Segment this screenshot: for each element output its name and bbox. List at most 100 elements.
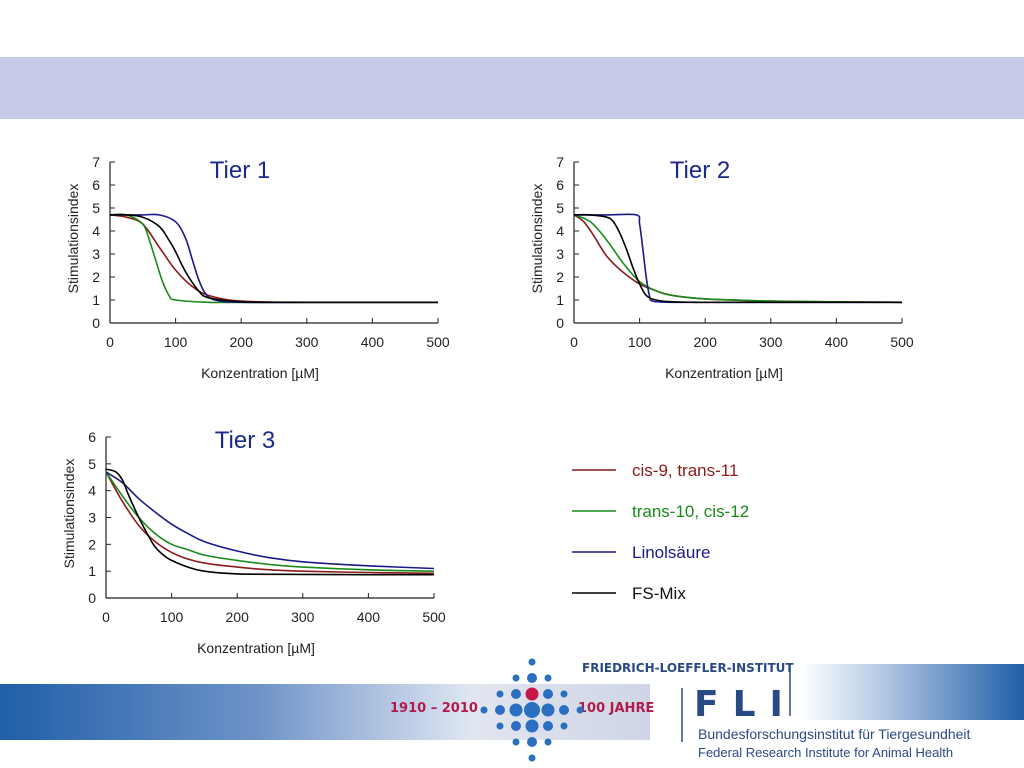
y-tick-label: 3 — [88, 510, 96, 526]
logo-dot — [524, 702, 540, 718]
chart-title: Tier 1 — [210, 157, 270, 184]
y-tick-label: 6 — [88, 429, 96, 445]
series-line-fs-mix — [105, 468, 434, 576]
y-tick-label: 5 — [556, 200, 564, 216]
logo-dot — [496, 722, 504, 730]
fli-acronym: FLI — [694, 684, 797, 725]
y-tick-label: 6 — [92, 177, 100, 193]
logo-dot — [544, 674, 552, 682]
logo-dot — [495, 705, 505, 715]
y-tick-label: 5 — [88, 456, 96, 472]
x-tick-label: 400 — [361, 334, 385, 350]
x-tick-label: 400 — [825, 334, 849, 350]
logo-dot — [528, 658, 536, 666]
y-tick-label: 3 — [556, 246, 564, 262]
footer-band-left — [0, 684, 470, 740]
y-tick-label: 0 — [92, 315, 100, 331]
y-tick-label: 2 — [92, 269, 100, 285]
anniversary-dot-logo — [480, 658, 584, 762]
y-tick-label: 4 — [88, 483, 96, 499]
legend: cis-9, trans-11 trans-10, cis-12 Linolsäur… — [572, 461, 749, 603]
y-axis-label: Stimulationsindex — [61, 459, 77, 569]
series-line-trans-10-cis-12 — [105, 471, 435, 572]
legend-item-label: Linolsäure — [632, 543, 710, 562]
series-line-linols-ure — [105, 471, 435, 570]
x-tick-label: 500 — [426, 334, 450, 350]
logo-dot — [527, 673, 537, 683]
y-tick-label: 2 — [88, 536, 96, 552]
series-line-linols-ure — [110, 213, 438, 304]
logo-dot — [525, 687, 539, 701]
x-axis-label: Konzentration [µM] — [665, 365, 783, 381]
chart-title: Tier 3 — [215, 427, 275, 454]
x-tick-label: 200 — [226, 609, 250, 625]
logo-dot — [560, 690, 568, 698]
x-tick-label: 300 — [759, 334, 783, 350]
chart-tier-2: 0 1 2 3 4 5 6 7 0 100 200 300 400 500 Konzentration [µ… — [529, 154, 914, 381]
legend-item-label: cis-9, trans-11 — [632, 461, 738, 480]
x-axis-label: Konzentration [µM] — [197, 640, 315, 656]
logo-dot — [543, 721, 553, 731]
y-tick-label: 7 — [92, 154, 100, 170]
institute-name: FRIEDRICH-LOEFFLER-INSTITUT — [582, 661, 794, 675]
series-line-trans-10-cis-12 — [573, 214, 903, 304]
y-tick-label: 1 — [92, 292, 100, 308]
x-tick-label: 500 — [422, 609, 446, 625]
institute-name-german: Bundesforschungsinstitut für Tiergesundh… — [698, 726, 970, 742]
y-tick-label: 2 — [556, 269, 564, 285]
x-tick-label: 400 — [357, 609, 381, 625]
logo-dot — [511, 689, 521, 699]
y-tick-label: 1 — [88, 563, 96, 579]
chart-title: Tier 2 — [670, 157, 730, 184]
y-axis-label: Stimulationsindex — [529, 184, 545, 294]
x-tick-label: 0 — [106, 334, 114, 350]
y-tick-label: 6 — [556, 177, 564, 193]
logo-dot — [512, 738, 520, 746]
chart-tier-3: 0 1 2 3 4 5 6 0 100 200 300 400 500 Konzentration [µM… — [61, 427, 446, 656]
title-bar — [0, 57, 1024, 119]
x-tick-label: 300 — [295, 334, 319, 350]
footer-band: 1910 – 2010 100 JAHRE FRIEDRICH-LOEFFLER… — [0, 658, 1024, 762]
years-label: 1910 – 2010 — [390, 701, 478, 716]
logo-dot — [496, 690, 504, 698]
y-tick-label: 0 — [88, 590, 96, 606]
logo-dot — [480, 706, 488, 714]
series-line-fs-mix — [109, 213, 438, 304]
logo-dot — [544, 738, 552, 746]
x-tick-label: 200 — [694, 334, 718, 350]
y-tick-label: 4 — [556, 223, 564, 239]
y-tick-label: 7 — [556, 154, 564, 170]
chart-tier-1: 0 1 2 3 4 5 6 7 0 100 200 300 400 500 Konzentration [µ… — [65, 154, 450, 381]
logo-dot — [560, 722, 568, 730]
series-line-cis-9-trans-11 — [573, 214, 903, 304]
series-line-cis-9-trans-11 — [105, 471, 435, 575]
series-line-cis-9-trans-11 — [109, 214, 438, 304]
logo-dot — [576, 706, 584, 714]
x-tick-label: 0 — [102, 609, 110, 625]
series-line-linols-ure — [574, 213, 902, 304]
legend-item-label: trans-10, cis-12 — [632, 502, 749, 521]
y-tick-label: 3 — [92, 246, 100, 262]
logo-dot — [525, 719, 539, 733]
y-axis-label: Stimulationsindex — [65, 184, 81, 294]
logo-dot — [541, 703, 555, 717]
x-tick-label: 200 — [230, 334, 254, 350]
x-tick-label: 100 — [160, 609, 184, 625]
legend-item-label: FS-Mix — [632, 584, 686, 603]
logo-dot — [509, 703, 523, 717]
logo-dot — [543, 689, 553, 699]
footer-band-right — [800, 664, 1024, 720]
x-tick-label: 500 — [890, 334, 914, 350]
x-tick-label: 0 — [570, 334, 578, 350]
y-tick-label: 5 — [92, 200, 100, 216]
y-tick-label: 1 — [556, 292, 564, 308]
institute-name-english: Federal Research Institute for Animal He… — [698, 745, 953, 760]
x-tick-label: 300 — [291, 609, 315, 625]
series-line-fs-mix — [573, 213, 902, 304]
logo-dot — [528, 754, 536, 762]
x-axis-label: Konzentration [µM] — [201, 365, 319, 381]
y-tick-label: 0 — [556, 315, 564, 331]
x-tick-label: 100 — [628, 334, 652, 350]
logo-dot — [512, 674, 520, 682]
